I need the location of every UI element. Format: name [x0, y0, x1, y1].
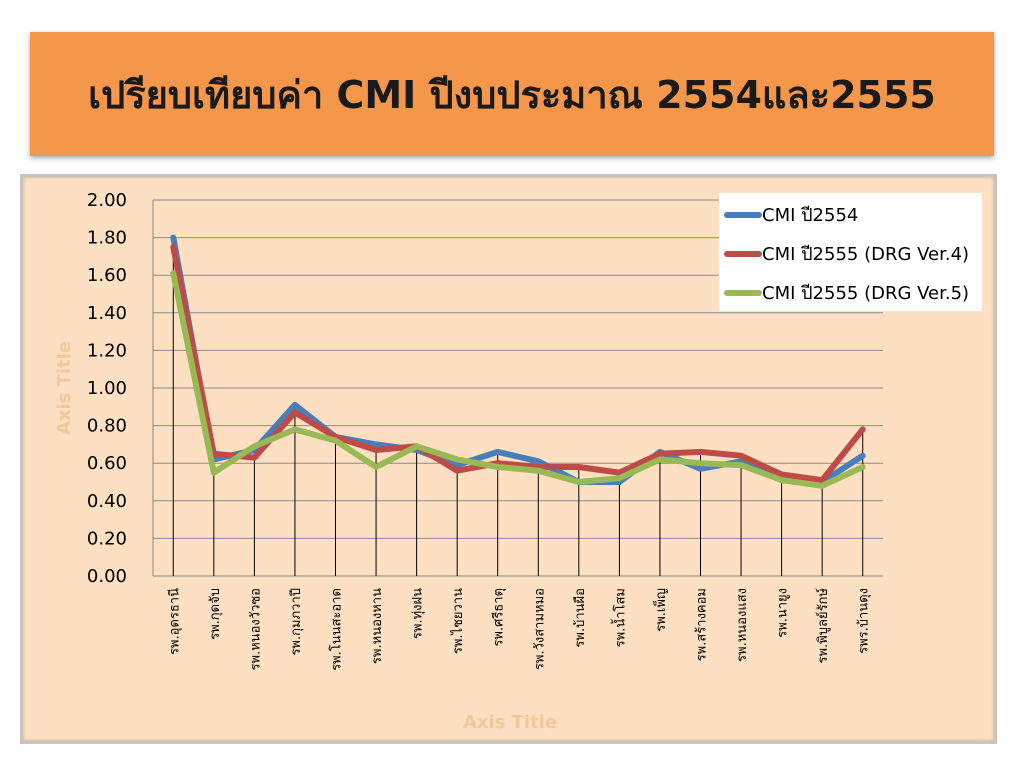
x-tick-label: รพ.พิบูลย์รักษ์	[815, 588, 831, 664]
x-tick-label: รพ.นายูง	[776, 588, 791, 638]
legend-label: CMI ปี2555 (DRG Ver.4)	[762, 244, 969, 265]
x-tick-labels: รพ.อุดรธานี รพ.กุดจับ รพ.หนองวัวซอ รพ.กุมภว…	[166, 588, 871, 671]
y-tick-label: 1.20	[87, 340, 127, 361]
legend-label: CMI ปี2554	[762, 205, 858, 226]
x-tick-label: รพ.กุดจับ	[208, 588, 223, 640]
legend-box	[719, 193, 982, 311]
series-line-3	[170, 270, 866, 489]
series-line-1	[170, 234, 866, 485]
x-tick-label: รพ.หนองแสง	[735, 588, 750, 662]
series-lines	[170, 234, 866, 489]
y-tick-label: 0.60	[87, 453, 127, 474]
y-tick-label: 2.00	[87, 190, 127, 211]
series-line-2	[170, 244, 866, 484]
x-tick-label: รพ.โนนสะอาด	[329, 588, 345, 671]
x-axis-title: Axis Title	[463, 712, 557, 733]
x-tick-label: รพ.วังสามหมอ	[532, 588, 547, 670]
y-tick-label: 0.40	[87, 491, 127, 512]
y-tick-labels: 0.00 0.20 0.40 0.60 0.80 1.00 1.20 1.40 1.60 1.80…	[87, 190, 127, 587]
x-tick-label: รพ.สร้างคอม	[695, 588, 710, 661]
x-tick-label: รพ.ทุ่งฝน	[411, 588, 426, 639]
title-banner: เปรียบเทียบค่า CMI ปีงบประมาณ 2554และ255…	[30, 32, 994, 156]
y-axis-title: Axis Title	[54, 341, 75, 435]
legend-label: CMI ปี2555 (DRG Ver.5)	[762, 283, 969, 304]
line-chart: 0.00 0.20 0.40 0.60 0.80 1.00 1.20 1.40 1.60 1.80…	[54, 190, 982, 733]
x-tick-label: รพ.หนองหาน	[370, 588, 385, 664]
y-tick-label: 1.40	[87, 303, 127, 324]
y-tick-label: 1.80	[87, 228, 127, 249]
y-tick-label: 1.00	[87, 378, 127, 399]
category-drop-lines	[172, 237, 864, 576]
x-tick-label: รพ.น้ำโสม	[610, 588, 628, 647]
x-tick-label: รพ.ไชยวาน	[450, 588, 466, 654]
x-tick-label: รพร.บ้านดุง	[857, 588, 872, 654]
x-tick-label: รพ.อุดรธานี	[166, 588, 182, 655]
slide-title: เปรียบเทียบค่า CMI ปีงบประมาณ 2554และ255…	[88, 72, 936, 117]
x-tick-label: รพ.บ้านผือ	[572, 588, 588, 648]
chart-area: 0.00 0.20 0.40 0.60 0.80 1.00 1.20 1.40 1.60 1.80…	[20, 174, 997, 744]
y-tick-label: 0.20	[87, 528, 127, 549]
y-tick-label: 0.80	[87, 416, 127, 437]
x-tick-label: รพ.กุมภวาปี	[288, 588, 304, 656]
x-tick-label: รพ.เพ็ญ	[651, 588, 669, 632]
x-tick-label: รพ.ศรีธาตุ	[491, 588, 507, 647]
legend: CMI ปี2554 CMI ปี2555 (DRG Ver.4) CMI ปี25…	[719, 193, 982, 311]
y-tick-label: 1.60	[87, 265, 127, 286]
x-tick-label: รพ.หนองวัวซอ	[248, 588, 263, 671]
y-tick-label: 0.00	[87, 566, 127, 587]
